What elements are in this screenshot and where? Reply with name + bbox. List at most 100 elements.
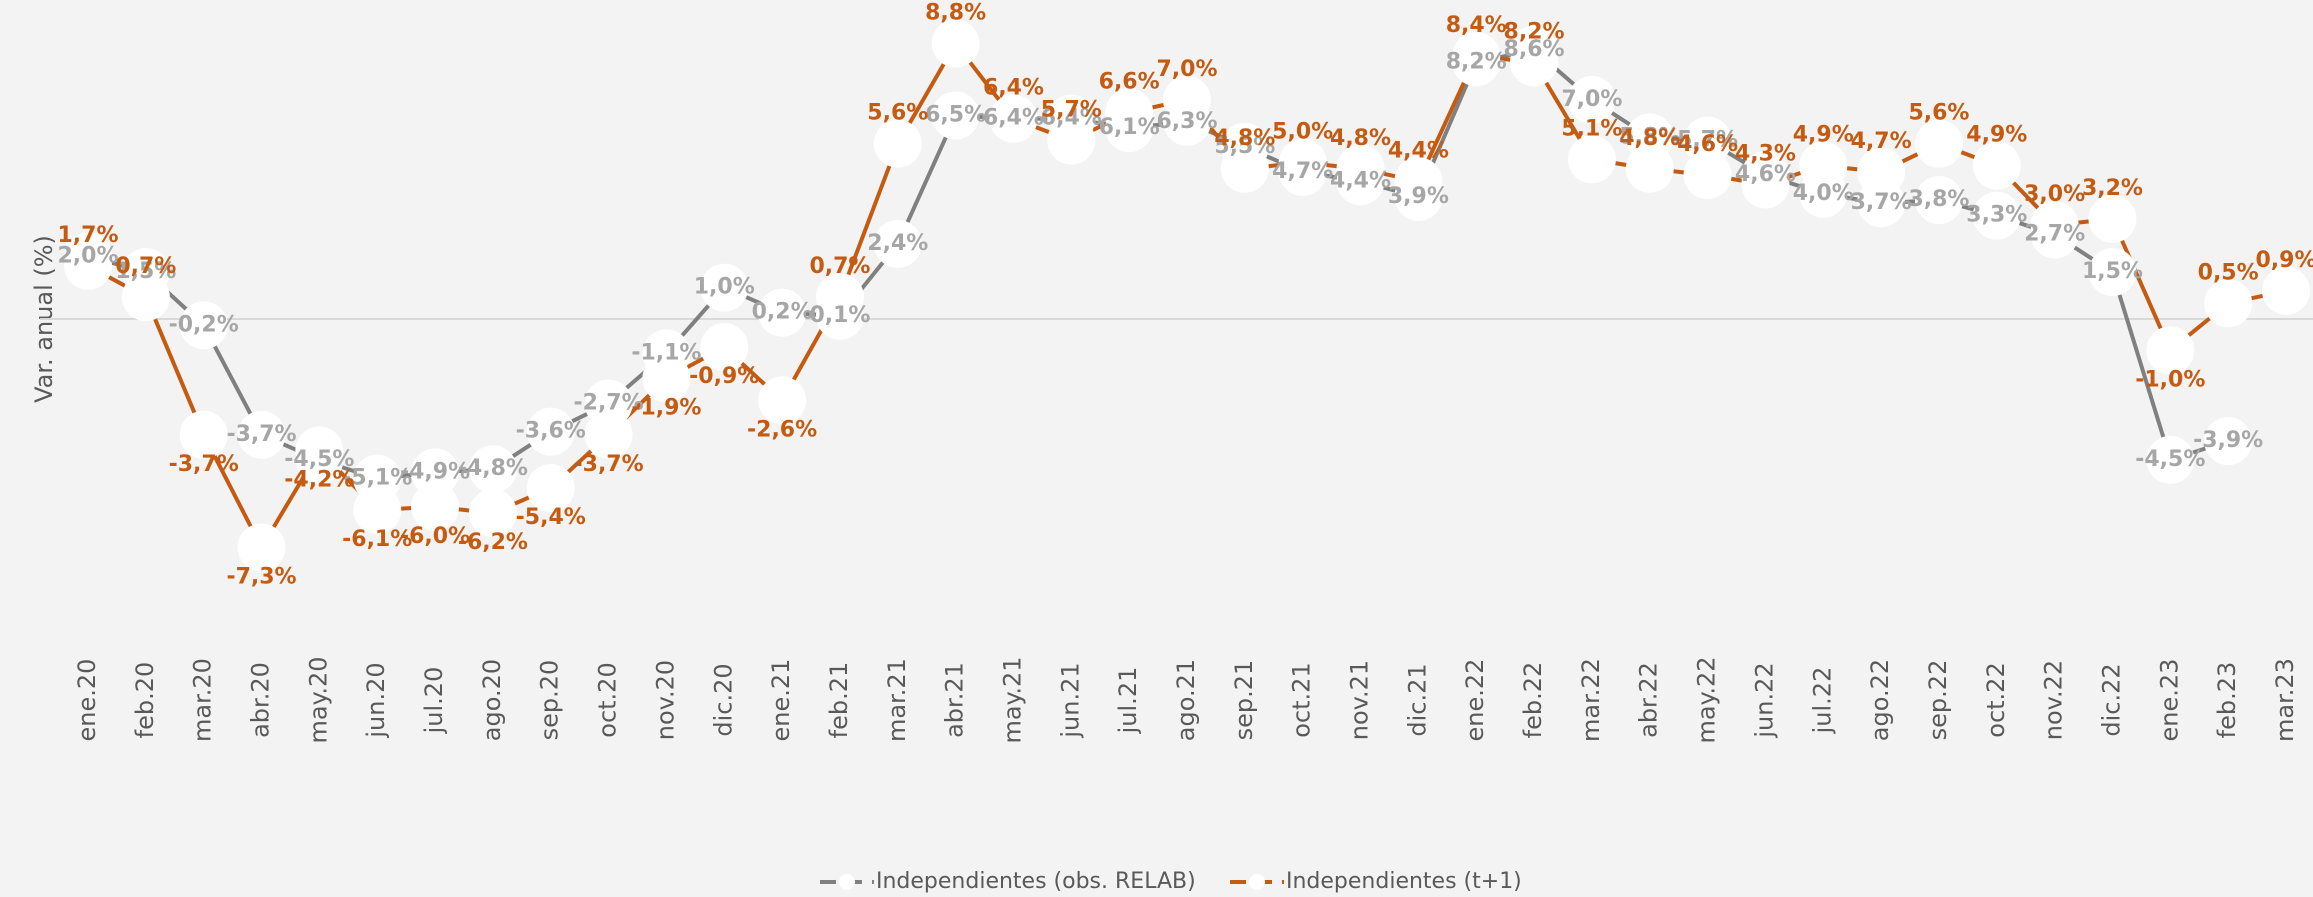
data-label: 6,4% xyxy=(983,76,1044,101)
data-label: 0,1% xyxy=(809,303,870,328)
x-tick-label: jul.20 xyxy=(420,667,448,735)
legend-label: Independientes (obs. RELAB) xyxy=(876,869,1196,894)
data-label: 5,7% xyxy=(1677,128,1738,153)
legend-marker xyxy=(1249,874,1265,890)
marker xyxy=(1278,138,1327,187)
data-label: 4,8% xyxy=(1330,126,1391,151)
data-label: 4,6% xyxy=(1677,132,1738,157)
data-label: 8,4% xyxy=(1446,13,1507,38)
x-tick-label: ago.20 xyxy=(478,659,506,741)
marker xyxy=(1220,144,1269,193)
x-tick-label: ene.21 xyxy=(767,659,795,742)
x-tick-label: ene.23 xyxy=(2155,659,2183,742)
data-label: 5,1% xyxy=(1561,116,1622,141)
marker xyxy=(1683,151,1732,200)
x-tick-label: abr.20 xyxy=(247,662,275,738)
marker xyxy=(1163,75,1211,124)
data-label: 3,3% xyxy=(1966,203,2027,228)
marker xyxy=(2030,201,2079,250)
data-label: -4,5% xyxy=(2135,447,2205,472)
x-tick-label: mar.21 xyxy=(883,658,911,742)
data-label: 4,0% xyxy=(1793,181,1854,206)
data-label: 4,9% xyxy=(1793,123,1854,148)
data-label: 2,0% xyxy=(57,243,118,268)
data-label: 4,7% xyxy=(1272,159,1333,184)
x-tick-label: may.22 xyxy=(1693,656,1721,743)
marker xyxy=(411,482,460,531)
marker xyxy=(1741,160,1790,209)
data-label: 0,7% xyxy=(809,254,870,279)
x-tick-label: mar.23 xyxy=(2271,658,2299,742)
x-tick-label: mar.20 xyxy=(189,658,217,742)
data-label: 5,0% xyxy=(1272,120,1333,145)
data-label: 7,0% xyxy=(1156,57,1217,82)
marker xyxy=(989,94,1038,143)
data-label: 6,1% xyxy=(1099,115,1160,140)
marker xyxy=(121,273,170,322)
x-tick-label: nov.22 xyxy=(2040,660,2068,740)
data-label: -4,8% xyxy=(458,456,528,481)
data-label: 5,5% xyxy=(1214,134,1275,159)
x-tick-label: dic.22 xyxy=(2097,663,2125,736)
data-label: 4,3% xyxy=(1735,141,1796,166)
marker xyxy=(1105,88,1154,137)
data-label: 1,5% xyxy=(115,259,176,284)
x-tick-label: oct.22 xyxy=(1982,662,2010,737)
marker xyxy=(1336,144,1385,193)
data-label: 4,8% xyxy=(1619,126,1680,151)
data-label: -2,7% xyxy=(574,391,644,416)
data-label: 3,2% xyxy=(2082,176,2143,201)
x-tick-label: jun.22 xyxy=(1750,662,1778,738)
marker xyxy=(526,407,575,456)
marker xyxy=(1625,144,1674,193)
data-label: 5,7% xyxy=(1041,98,1102,123)
x-tick-label: may.21 xyxy=(998,656,1026,743)
data-label: 5,8% xyxy=(1619,124,1680,149)
data-label: 1,0% xyxy=(694,275,755,300)
data-label: -1,1% xyxy=(631,340,701,365)
marker xyxy=(2088,248,2137,297)
data-label: -3,9% xyxy=(2193,428,2263,453)
data-label: 4,4% xyxy=(1330,168,1391,193)
data-label: 6,6% xyxy=(1099,69,1160,94)
x-tick-label: jul.21 xyxy=(1114,667,1142,735)
marker xyxy=(64,241,112,290)
data-label: 3,8% xyxy=(1908,187,1969,212)
marker xyxy=(1914,176,1963,225)
data-label: 4,4% xyxy=(1388,138,1449,163)
data-label: 4,6% xyxy=(1735,162,1796,187)
data-label: -3,7% xyxy=(226,422,296,447)
data-label: -4,2% xyxy=(284,467,354,492)
data-label: 3,9% xyxy=(1388,184,1449,209)
marker xyxy=(411,448,460,497)
legend-label: Independientes (t+1) xyxy=(1286,869,1522,894)
x-tick-label: oct.21 xyxy=(1288,662,1316,737)
data-label: -4,5% xyxy=(284,447,354,472)
data-label: -5,4% xyxy=(516,505,586,530)
x-tick-label: jul.22 xyxy=(1808,667,1836,735)
data-label: 0,5% xyxy=(2198,260,2259,285)
data-label: -6,1% xyxy=(342,527,412,552)
x-tick-label: oct.20 xyxy=(594,662,622,737)
marker xyxy=(1452,32,1501,81)
x-tick-label: feb.22 xyxy=(1519,662,1547,739)
x-tick-label: jun.20 xyxy=(362,662,390,738)
marker xyxy=(1914,119,1963,168)
data-label: 2,7% xyxy=(2024,221,2085,246)
marker xyxy=(468,445,517,494)
data-label: 1,5% xyxy=(2082,259,2143,284)
data-label: 0,7% xyxy=(115,254,176,279)
marker xyxy=(468,489,517,538)
data-label: 7,0% xyxy=(1561,87,1622,112)
x-tick-label: sep.20 xyxy=(536,660,564,741)
x-tick-label: sep.22 xyxy=(1924,660,1952,741)
x-tick-label: abr.22 xyxy=(1635,662,1663,738)
x-tick-label: ago.22 xyxy=(1866,659,1894,741)
marker xyxy=(1567,75,1616,124)
marker xyxy=(179,410,228,459)
data-label: 2,4% xyxy=(867,231,928,256)
data-label: 1,7% xyxy=(57,223,118,248)
data-label: -1,9% xyxy=(631,395,701,420)
marker xyxy=(758,376,807,425)
